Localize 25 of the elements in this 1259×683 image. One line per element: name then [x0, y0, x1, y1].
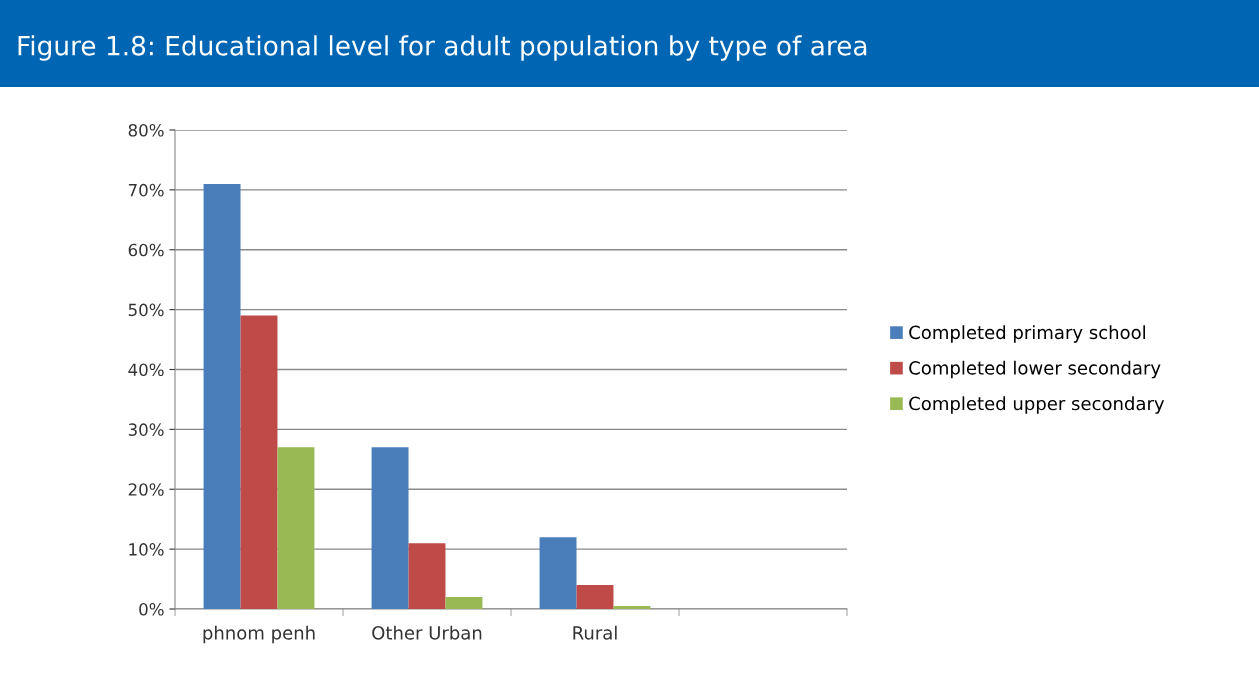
- bar: [408, 543, 446, 609]
- x-tick-label: Other Urban: [372, 625, 482, 640]
- x-tick-label: phnom penh: [203, 625, 315, 644]
- y-tick-label: 30%: [128, 423, 164, 436]
- legend-label: Completed upper secondary: [909, 396, 1165, 414]
- y-tick-label: 80%: [128, 123, 164, 137]
- bar: [277, 447, 315, 609]
- bar: [576, 585, 614, 609]
- y-tick-label: 20%: [128, 483, 164, 496]
- bar: [539, 537, 577, 609]
- y-tick-label: 50%: [128, 303, 164, 317]
- legend-label: Completed lower secondary: [909, 360, 1161, 379]
- y-tick-label: 70%: [128, 183, 164, 197]
- bar: [445, 597, 483, 609]
- bar: [203, 183, 241, 609]
- bar: [371, 447, 409, 609]
- y-tick-label: 40%: [128, 363, 164, 377]
- bar: [240, 315, 278, 609]
- y-tick-label: 10%: [129, 543, 164, 556]
- y-tick-label: 0%: [139, 602, 164, 616]
- bar: [613, 606, 651, 609]
- x-tick-label: Rural: [573, 625, 617, 640]
- chart-title: Figure 1.8: Educational level for adult population by type of area: [18, 35, 867, 61]
- legend-label: Completed primary school: [909, 325, 1145, 343]
- y-tick-label: 60%: [128, 243, 164, 257]
